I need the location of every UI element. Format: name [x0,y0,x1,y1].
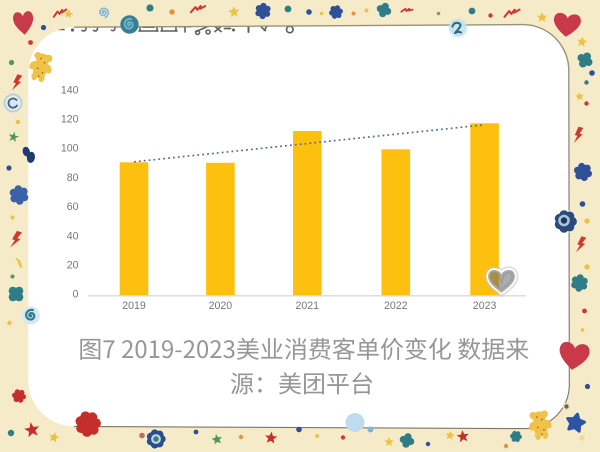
svg-text:80: 80 [67,172,79,184]
svg-text:40: 40 [67,230,79,242]
svg-text:2021: 2021 [296,300,320,312]
svg-text:20: 20 [67,260,79,272]
svg-text:120: 120 [61,114,79,126]
svg-text:2019: 2019 [122,300,146,312]
svg-text:100: 100 [61,143,79,155]
svg-text:2022: 2022 [384,300,408,312]
svg-text:60: 60 [67,201,79,213]
svg-text:140: 140 [61,84,79,96]
svg-text:0: 0 [73,289,79,301]
svg-text:2020: 2020 [209,300,233,312]
svg-text:2023: 2023 [473,300,497,312]
